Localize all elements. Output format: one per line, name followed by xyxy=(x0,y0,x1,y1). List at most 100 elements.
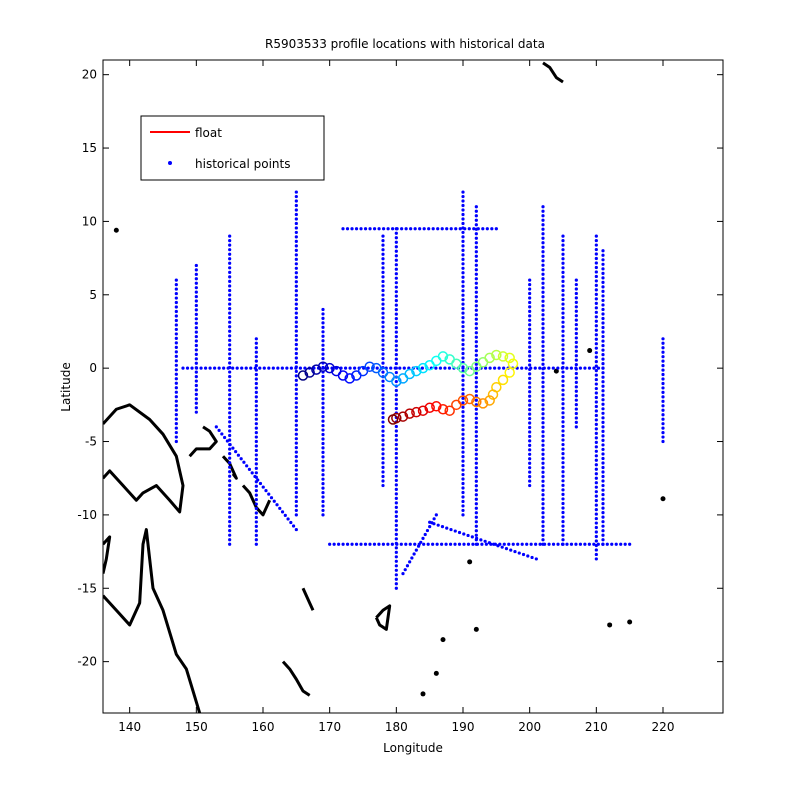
historical-point xyxy=(321,316,325,320)
historical-point xyxy=(541,322,545,326)
historical-point xyxy=(541,245,545,249)
historical-point xyxy=(561,452,565,456)
historical-point xyxy=(461,378,465,382)
historical-point xyxy=(228,524,232,528)
historical-point xyxy=(461,374,465,378)
historical-point xyxy=(541,277,545,281)
historical-point xyxy=(492,542,496,546)
historical-point xyxy=(481,227,485,231)
historical-point xyxy=(194,406,198,410)
historical-point xyxy=(474,385,478,389)
historical-point xyxy=(394,308,398,312)
historical-point xyxy=(457,542,462,546)
historical-point xyxy=(174,399,178,403)
coastline-4 xyxy=(221,455,238,480)
historical-point xyxy=(394,303,398,307)
historical-point xyxy=(528,461,532,465)
historical-point xyxy=(574,278,578,282)
historical-point xyxy=(601,348,605,352)
historical-point xyxy=(254,395,258,399)
historical-point xyxy=(594,490,598,494)
historical-point xyxy=(561,270,565,274)
island-5 xyxy=(440,637,446,643)
historical-point xyxy=(461,203,465,208)
historical-point xyxy=(294,226,298,230)
historical-point xyxy=(561,488,565,492)
historical-point xyxy=(228,415,232,419)
historical-point xyxy=(321,468,325,472)
historical-point xyxy=(528,372,532,376)
historical-point xyxy=(574,376,578,380)
historical-point xyxy=(228,452,232,456)
historical-point xyxy=(194,317,198,321)
historical-point xyxy=(412,552,416,556)
historical-point xyxy=(228,329,232,333)
historical-point xyxy=(294,383,298,387)
historical-point xyxy=(394,245,398,249)
historical-point xyxy=(461,459,465,463)
historical-point xyxy=(541,295,545,299)
historical-point xyxy=(321,307,325,312)
historical-point xyxy=(228,279,232,284)
historical-point xyxy=(601,285,605,289)
historical-point xyxy=(394,370,398,375)
historical-point xyxy=(528,358,532,363)
historical-point xyxy=(321,419,325,423)
historical-point xyxy=(594,337,598,341)
historical-point xyxy=(661,350,665,354)
historical-point xyxy=(461,450,465,454)
historical-point xyxy=(254,520,258,524)
historical-point xyxy=(254,462,258,466)
historical-point xyxy=(528,430,532,434)
historical-point xyxy=(294,351,298,356)
historical-point xyxy=(228,320,232,324)
historical-point xyxy=(474,295,478,299)
historical-point xyxy=(574,542,578,546)
historical-point xyxy=(228,325,232,329)
historical-point xyxy=(541,475,545,479)
historical-point xyxy=(321,379,325,383)
historical-point xyxy=(194,339,198,343)
historical-point xyxy=(541,326,545,330)
historical-point xyxy=(321,339,325,343)
historical-point xyxy=(474,439,478,443)
historical-point xyxy=(474,254,478,258)
historical-point xyxy=(228,433,232,438)
historical-point xyxy=(294,508,298,513)
historical-point xyxy=(381,302,385,306)
historical-point xyxy=(461,226,465,230)
historical-point xyxy=(541,506,545,510)
historical-point xyxy=(174,381,178,385)
historical-point xyxy=(594,247,598,252)
historical-point xyxy=(474,236,478,240)
historical-point xyxy=(480,542,484,546)
historical-point xyxy=(174,395,178,399)
historical-point xyxy=(594,256,598,261)
historical-point xyxy=(470,535,474,539)
historical-point xyxy=(541,533,545,537)
historical-point xyxy=(528,443,532,447)
historical-point xyxy=(194,334,198,339)
historical-point xyxy=(601,321,605,325)
historical-point xyxy=(594,243,598,247)
historical-point xyxy=(321,455,325,459)
historical-point xyxy=(235,366,239,370)
historical-point xyxy=(601,497,605,501)
historical-point xyxy=(394,505,398,509)
historical-point xyxy=(321,446,325,450)
historical-point xyxy=(574,327,578,331)
historical-point xyxy=(561,433,565,438)
historical-point xyxy=(394,573,398,577)
historical-point xyxy=(574,371,578,376)
historical-point xyxy=(466,542,471,546)
historical-point xyxy=(174,350,178,354)
historical-point xyxy=(258,366,262,370)
historical-point xyxy=(541,394,545,398)
historical-point xyxy=(474,281,478,285)
historical-point xyxy=(561,529,565,533)
x-axis: 140 150 160 170 180 190 200 210 220 xyxy=(118,60,674,734)
historical-point xyxy=(234,450,238,454)
historical-point xyxy=(541,290,545,294)
historical-point xyxy=(601,502,605,506)
historical-point xyxy=(394,568,398,572)
